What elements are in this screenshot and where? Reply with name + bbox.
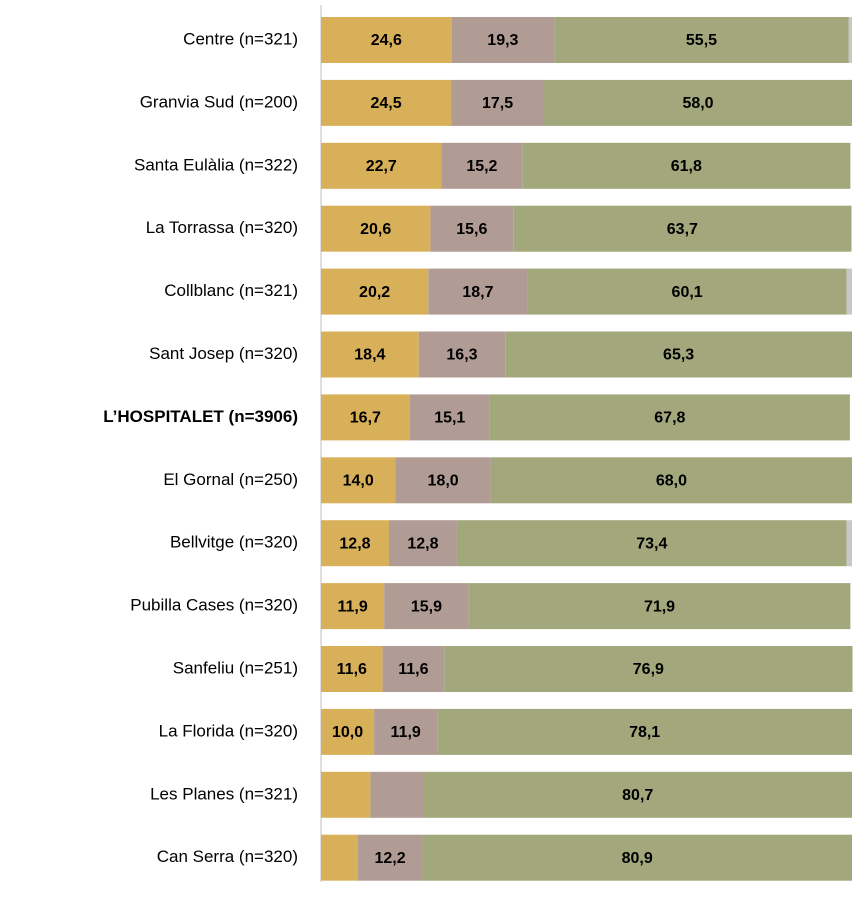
value-label: 80,9	[622, 850, 653, 867]
value-label: 18,7	[462, 284, 493, 301]
value-label: 16,7	[350, 410, 381, 427]
value-label: 67,8	[654, 410, 685, 427]
bar-segment	[451, 79, 545, 126]
value-label: 20,2	[359, 284, 390, 301]
value-label: 15,9	[411, 598, 442, 615]
bar-segment	[321, 520, 389, 567]
bar-segment	[321, 142, 442, 189]
bar-segment	[321, 268, 429, 315]
value-label: 65,3	[663, 347, 694, 364]
bar-segment	[388, 520, 457, 567]
bar-segment	[848, 17, 852, 63]
y-tick-label: Collblanc (n=321)	[164, 281, 298, 300]
y-tick-label: L’HOSPITALET (n=3906)	[103, 407, 298, 426]
bar-segment	[846, 268, 852, 315]
bar-segment	[382, 646, 445, 692]
value-label: 24,5	[370, 95, 401, 112]
bar-segment	[422, 834, 852, 881]
bar-segment	[409, 394, 490, 441]
value-label: 58,0	[682, 95, 713, 112]
y-tick-label: La Torrassa (n=320)	[146, 218, 298, 237]
bar-segment	[374, 708, 438, 755]
value-label: 11,9	[337, 598, 367, 615]
y-tick-label: Les Planes (n=321)	[150, 784, 298, 803]
bar-segment	[456, 520, 847, 567]
value-label: 10,0	[332, 724, 363, 741]
bar-segment	[441, 142, 523, 189]
bar-segment	[428, 268, 528, 315]
value-label: 80,7	[622, 787, 653, 804]
value-label: 73,4	[636, 535, 667, 552]
bar-segment	[468, 583, 851, 630]
value-label: 11,9	[391, 724, 421, 741]
value-label: 76,9	[633, 661, 664, 678]
bar-segment	[370, 771, 424, 818]
bar-segment	[489, 394, 850, 441]
bar-segment	[321, 583, 385, 630]
bar-segment	[321, 834, 358, 881]
y-tick-label: Centre (n=321)	[183, 29, 298, 48]
bar-segment	[321, 457, 396, 504]
value-label: 55,5	[686, 32, 717, 49]
value-label: 17,5	[482, 95, 513, 112]
bar-segment	[451, 17, 555, 63]
y-tick-label: El Gornal (n=250)	[163, 470, 298, 489]
value-label: 60,1	[672, 284, 703, 301]
bar-segment	[395, 457, 491, 504]
bar-segment	[418, 331, 506, 378]
bar-segment	[544, 79, 852, 126]
bar-segment	[321, 331, 419, 378]
bar-segment	[321, 79, 452, 126]
value-label: 11,6	[337, 661, 367, 678]
value-label: 15,1	[434, 410, 465, 427]
bar-segment	[490, 457, 852, 504]
value-label: 19,3	[487, 32, 518, 49]
value-label: 15,2	[466, 158, 497, 175]
bar-segment	[321, 394, 410, 441]
value-label: 12,8	[339, 535, 370, 552]
value-label: 63,7	[667, 221, 698, 238]
y-tick-label: Sanfeliu (n=251)	[173, 658, 298, 677]
y-tick-label: Santa Eulàlia (n=322)	[134, 155, 298, 174]
value-label: 68,0	[656, 473, 687, 490]
bar-segment	[430, 205, 514, 252]
value-label: 15,6	[456, 221, 487, 238]
value-label: 12,8	[407, 535, 438, 552]
bar-segment	[527, 268, 847, 315]
bar-segment	[423, 771, 852, 818]
value-label: 18,4	[354, 347, 385, 364]
y-tick-label: Pubilla Cases (n=320)	[130, 596, 298, 615]
value-label: 11,6	[398, 661, 428, 678]
value-label: 16,3	[446, 347, 477, 364]
y-tick-label: Granvia Sud (n=200)	[140, 92, 298, 111]
bar-segment	[522, 142, 851, 189]
bar-segment	[321, 646, 383, 692]
y-tick-label: Sant Josep (n=320)	[149, 344, 298, 363]
bar-segment	[554, 17, 849, 63]
value-label: 22,7	[366, 158, 397, 175]
value-label: 12,2	[374, 850, 405, 867]
bar-segment	[357, 834, 423, 881]
value-label: 61,8	[671, 158, 702, 175]
bar-segment	[437, 708, 852, 755]
value-label: 71,9	[644, 598, 675, 615]
y-tick-label: La Florida (n=320)	[159, 721, 298, 740]
y-tick-label: Can Serra (n=320)	[157, 847, 298, 866]
value-label: 20,6	[360, 221, 391, 238]
bar-segment	[846, 520, 852, 567]
value-label: 78,1	[629, 724, 660, 741]
bar-segment	[321, 17, 452, 63]
bar-segment	[321, 205, 431, 252]
y-tick-label: Bellvitge (n=320)	[170, 533, 298, 552]
bar-segment	[384, 583, 469, 630]
bar-segment	[513, 205, 852, 252]
bar-segment	[505, 331, 852, 378]
bar-segment	[444, 646, 853, 692]
value-label: 24,6	[371, 32, 402, 49]
value-label: 14,0	[343, 473, 374, 490]
value-label: 18,0	[428, 473, 459, 490]
bar-segment	[321, 708, 375, 755]
bar-segment	[321, 771, 371, 818]
